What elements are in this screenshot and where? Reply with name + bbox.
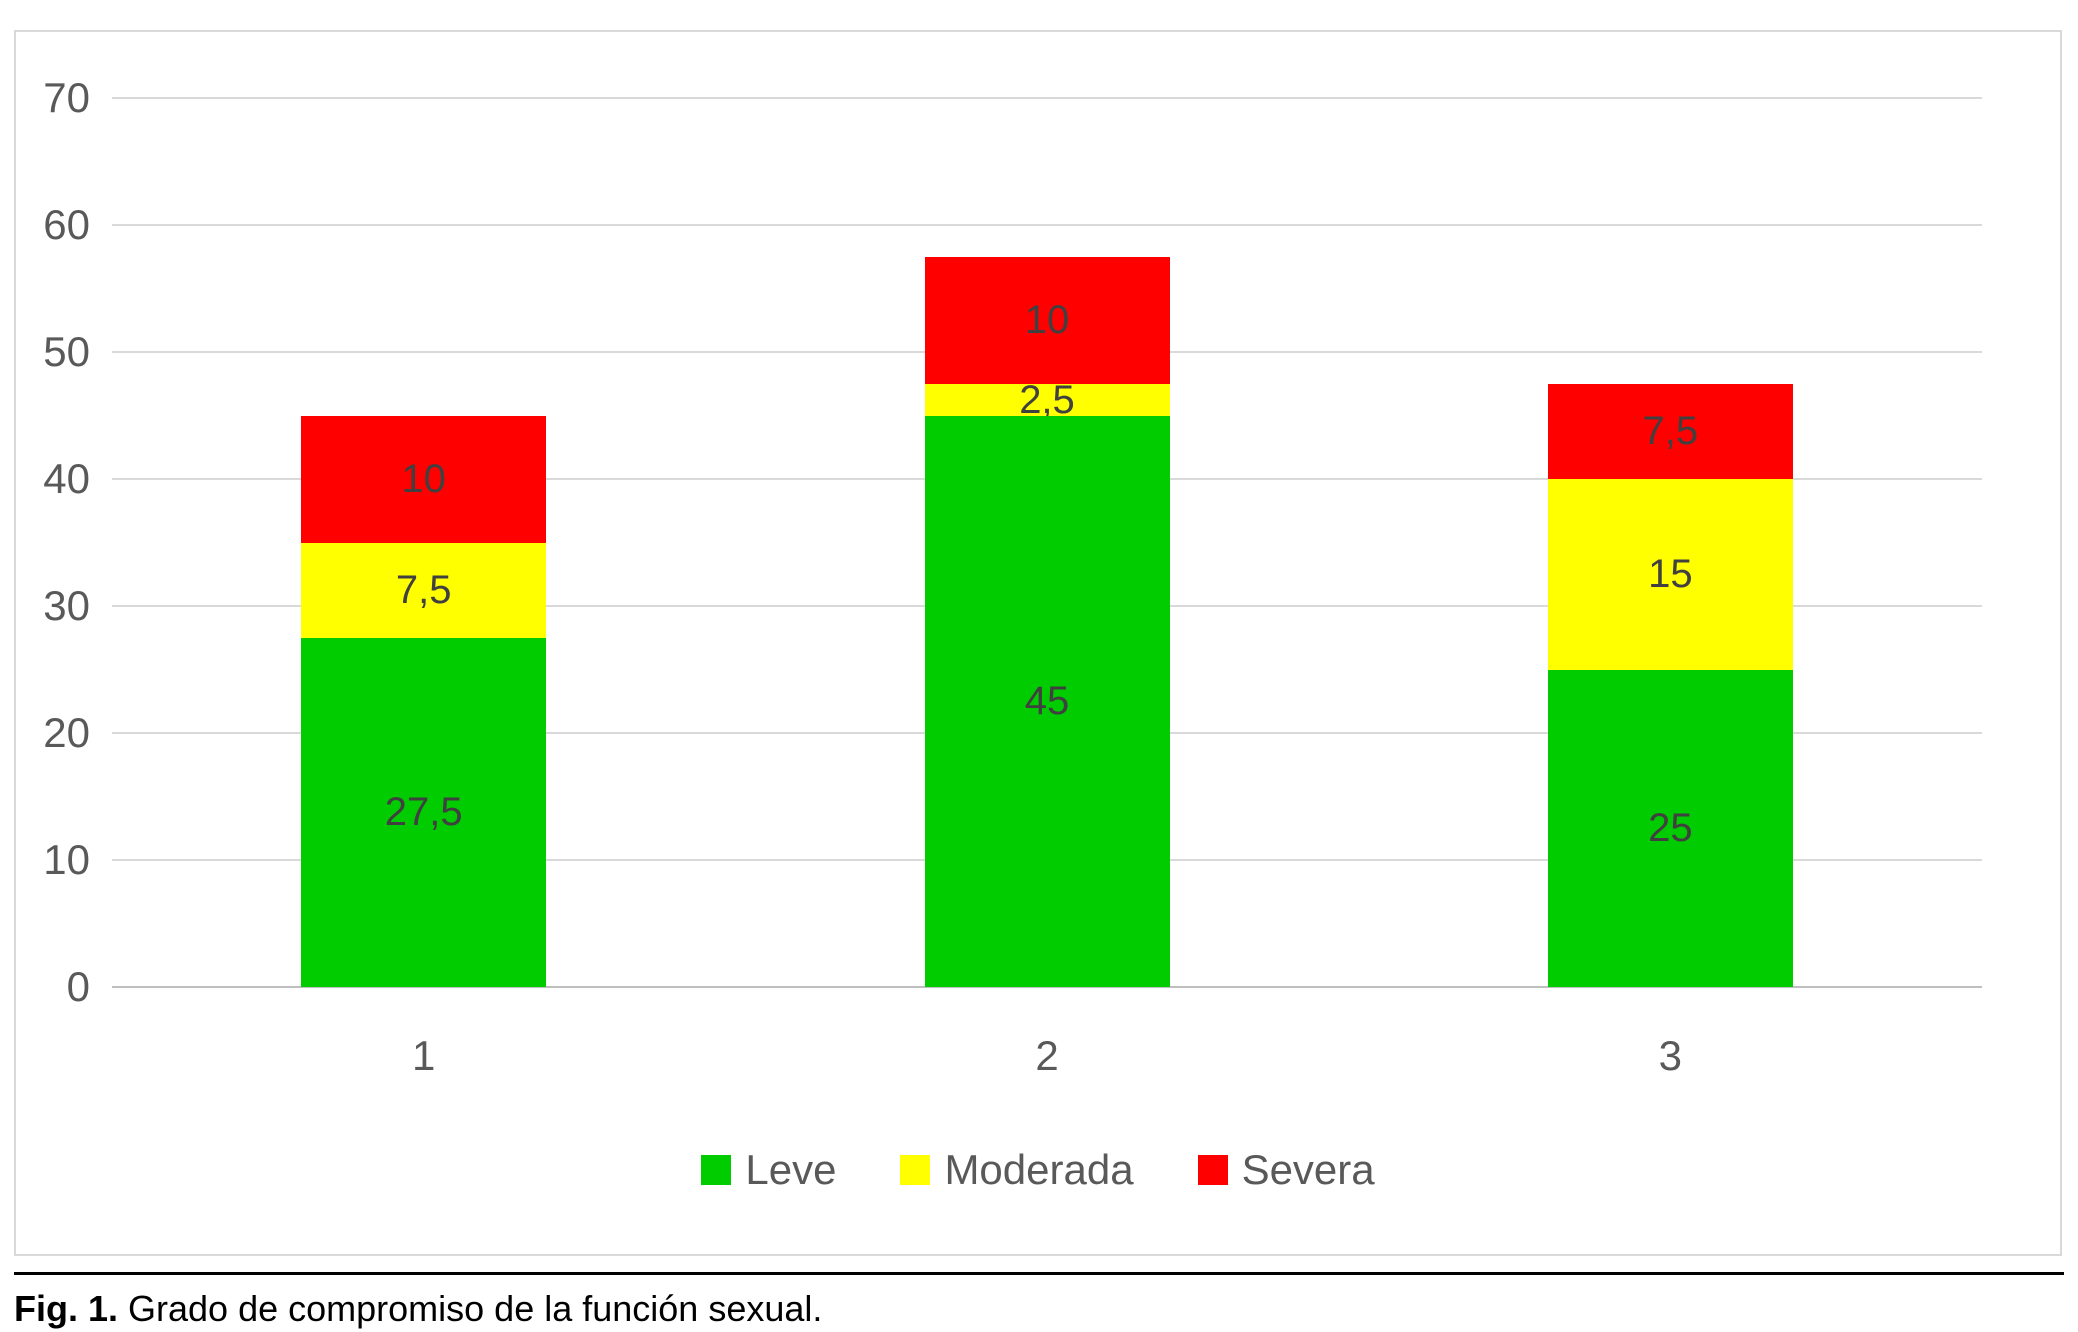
legend-swatch-moderada-icon — [900, 1155, 931, 1185]
data-label-severa-1: 10 — [401, 457, 446, 501]
segment-severa-3: 7,5 — [1547, 383, 1793, 479]
bar-2: 45 2,5 10 — [924, 256, 1170, 987]
data-label-moderada-1: 7,5 — [395, 568, 452, 613]
segment-severa-2: 10 — [924, 256, 1170, 384]
x-tick-label-1: 1 — [411, 1032, 436, 1079]
legend-item-leve: Leve — [701, 1146, 836, 1194]
segment-moderada-2: 2,5 — [924, 380, 1170, 420]
legend-item-moderada: Moderada — [900, 1146, 1134, 1194]
chart-frame: 0 10 20 30 40 50 60 70 27,5 7,5 10 45 2,5 10 25 15 7,5 … — [14, 30, 2062, 1256]
segment-moderada-3: 15 — [1547, 479, 1793, 670]
data-label-moderada-3: 15 — [1648, 552, 1693, 597]
legend-swatch-leve-icon — [701, 1155, 732, 1185]
x-tick-label-2: 2 — [1035, 1032, 1059, 1079]
caption-text: Grado de compromiso de la función sexual… — [128, 1288, 823, 1329]
data-label-severa-3: 7,5 — [1642, 409, 1699, 454]
data-label-moderada-2: 2,5 — [1019, 377, 1075, 422]
y-tick-label: 20 — [43, 709, 90, 756]
y-tick-label: 70 — [43, 74, 90, 121]
caption-label: Fig. 1. — [14, 1288, 119, 1329]
bar-3: 25 15 7,5 — [1547, 383, 1793, 987]
y-axis-labels: 0 10 20 30 40 50 60 70 — [16, 74, 94, 1010]
y-tick-label: 40 — [43, 455, 90, 502]
data-label-severa-2: 10 — [1024, 298, 1070, 343]
data-label-leve-3: 25 — [1648, 806, 1693, 851]
segment-leve-3: 25 — [1547, 669, 1793, 987]
data-label-leve-1: 27,5 — [384, 790, 463, 835]
y-tick-label: 60 — [43, 201, 90, 248]
legend: Leve Moderada Severa — [16, 1146, 2060, 1194]
plot-area: 27,5 7,5 10 45 2,5 10 25 15 7,5 — [112, 97, 1982, 988]
legend-item-severa: Severa — [1197, 1146, 1375, 1194]
segment-moderada-1: 7,5 — [301, 542, 547, 638]
y-tick-label: 50 — [43, 328, 90, 375]
gridline — [112, 224, 1982, 226]
legend-label-moderada: Moderada — [944, 1146, 1134, 1193]
x-axis-line — [112, 986, 1982, 988]
gridline — [112, 97, 1982, 99]
y-tick-label: 10 — [43, 836, 90, 883]
legend-swatch-severa-icon — [1197, 1155, 1228, 1185]
y-tick-label: 30 — [43, 582, 90, 629]
x-tick-label-3: 3 — [1658, 1032, 1682, 1079]
x-axis-labels: 1 2 3 — [112, 1032, 1982, 1082]
figure-caption: Fig. 1. Grado de compromiso de la función… — [14, 1288, 822, 1330]
segment-leve-2: 45 — [924, 415, 1170, 987]
y-tick-label: 0 — [66, 963, 90, 1010]
data-label-leve-2: 45 — [1024, 679, 1070, 724]
segment-severa-1: 10 — [301, 415, 547, 543]
legend-label-leve: Leve — [745, 1146, 837, 1193]
bar-1: 27,5 7,5 10 — [301, 415, 547, 987]
caption-rule — [14, 1272, 2064, 1275]
segment-leve-1: 27,5 — [301, 637, 547, 987]
legend-label-severa: Severa — [1241, 1146, 1375, 1193]
